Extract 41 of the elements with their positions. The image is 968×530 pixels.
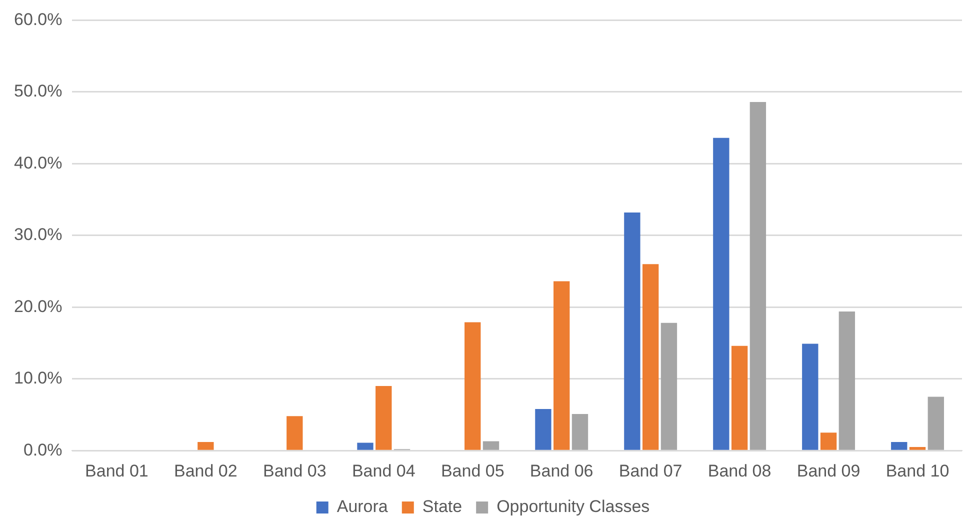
bar <box>464 322 481 450</box>
bar <box>802 344 818 450</box>
bar <box>750 102 766 450</box>
y-tick-label: 30.0% <box>14 225 62 244</box>
bar <box>660 322 678 450</box>
x-tick-label: Band 09 <box>796 461 860 480</box>
x-tick-label: Band 04 <box>352 461 416 480</box>
bar <box>198 442 214 450</box>
x-tick-label: Band 07 <box>618 461 682 480</box>
bar <box>909 447 926 450</box>
y-tick-label: 50.0% <box>14 82 62 101</box>
y-tick-label: 20.0% <box>14 296 62 316</box>
y-tick-label: 40.0% <box>14 153 62 172</box>
bar <box>713 138 730 450</box>
bar <box>928 396 944 450</box>
bar <box>554 281 570 450</box>
legend-label: Aurora <box>336 497 388 516</box>
bar <box>891 442 908 450</box>
bar <box>482 441 500 450</box>
x-tick-label: Band 03 <box>262 461 326 480</box>
bar <box>572 414 588 450</box>
x-tick-label: Band 10 <box>886 461 950 480</box>
y-tick-label: 0.0% <box>23 440 62 460</box>
bar <box>820 432 837 450</box>
bar <box>535 408 552 450</box>
bar <box>642 264 659 450</box>
x-tick-label: Band 02 <box>174 461 238 480</box>
bar <box>731 346 748 450</box>
bar <box>838 311 856 450</box>
y-tick-label: 10.0% <box>14 368 62 388</box>
bar <box>376 386 392 450</box>
x-tick-label: Band 06 <box>530 461 594 480</box>
bar <box>624 212 640 450</box>
legend-label: State <box>422 497 462 516</box>
legend-label: Opportunity Classes <box>496 497 650 516</box>
y-tick-label: 60.0% <box>14 10 62 29</box>
x-tick-label: Band 08 <box>708 461 772 480</box>
x-tick-label: Band 05 <box>440 461 504 480</box>
bar <box>286 416 303 450</box>
bar <box>357 442 374 450</box>
x-tick-label: Band 01 <box>85 461 148 480</box>
